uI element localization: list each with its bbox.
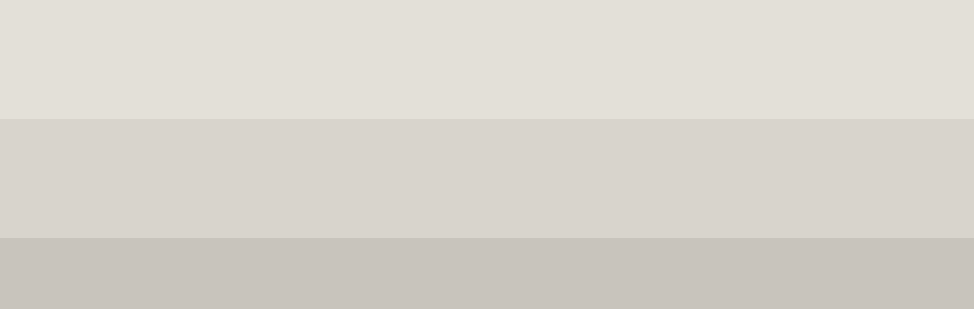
Text: :: Cars were less expensive.: :: Cars were less expensive. <box>305 269 465 278</box>
Text: :: Cars were made by people.: :: Cars were made by people. <box>710 269 878 278</box>
Text: :: Cars took longer to build.: :: Cars took longer to build. <box>511 269 667 278</box>
Text: After assembly lines: After assembly lines <box>746 127 900 140</box>
Text: Compare and contrast car manufacturing before and after the introduction of the : Compare and contrast car manufacturing b… <box>8 8 841 38</box>
Text: :: Cars were made in factories.: :: Cars were made in factories. <box>93 269 268 278</box>
Text: Both: Both <box>469 127 505 140</box>
FancyBboxPatch shape <box>287 248 482 299</box>
Text: Before assembly lines: Before assembly lines <box>88 127 253 140</box>
FancyBboxPatch shape <box>29 150 945 232</box>
FancyBboxPatch shape <box>696 248 891 299</box>
FancyBboxPatch shape <box>83 248 278 299</box>
FancyBboxPatch shape <box>492 248 687 299</box>
